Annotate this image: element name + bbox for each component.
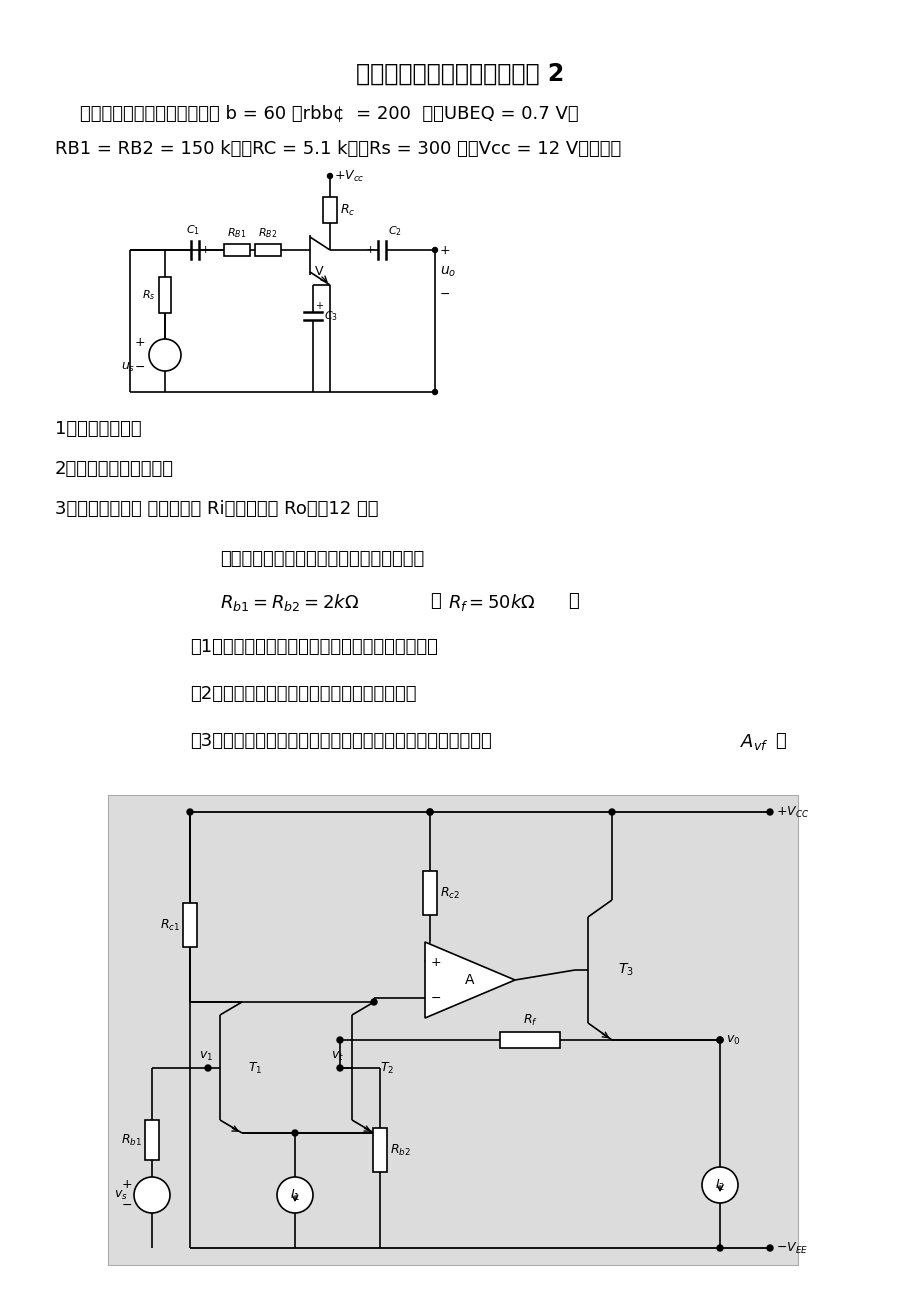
Text: （3）设电路满足深度负反馈条件，计算该电路的闭环电压增益: （3）设电路满足深度负反馈条件，计算该电路的闭环电压增益 <box>190 732 492 750</box>
Text: $R_c$: $R_c$ <box>340 202 355 217</box>
Bar <box>108 796 797 1266</box>
Text: 。: 。 <box>774 732 785 750</box>
Text: $-V_{EE}$: $-V_{EE}$ <box>775 1241 807 1255</box>
Circle shape <box>432 247 437 253</box>
Text: $I_2$: $I_2$ <box>714 1177 724 1193</box>
Circle shape <box>432 389 437 395</box>
Text: 。: 。 <box>567 592 578 611</box>
Text: $R_{b2}$: $R_{b2}$ <box>390 1142 411 1157</box>
Circle shape <box>370 999 377 1005</box>
Text: −: − <box>134 361 145 374</box>
Text: $T_3$: $T_3$ <box>618 962 633 978</box>
Circle shape <box>187 809 193 815</box>
Circle shape <box>716 1036 722 1043</box>
Text: +: + <box>365 245 375 255</box>
Text: $R_{B2}$: $R_{B2}$ <box>258 227 278 240</box>
Circle shape <box>608 809 614 815</box>
Circle shape <box>716 1036 722 1043</box>
Text: $T_1$: $T_1$ <box>248 1060 262 1075</box>
Text: $v_0$: $v_0$ <box>725 1034 740 1047</box>
Text: −: − <box>439 288 450 301</box>
Bar <box>183 904 197 947</box>
Text: $+V_{cc}$: $+V_{cc}$ <box>334 168 364 184</box>
Circle shape <box>336 1036 343 1043</box>
Circle shape <box>327 173 332 178</box>
Circle shape <box>766 1245 772 1251</box>
Text: （2）该电路引入了何种反馈（极性和组态）；: （2）该电路引入了何种反馈（极性和组态）； <box>190 685 416 703</box>
Text: $u_o$: $u_o$ <box>439 264 456 279</box>
Bar <box>499 1032 560 1048</box>
Text: $R_{b1} = R_{b2} = 2k\Omega$: $R_{b1} = R_{b2} = 2k\Omega$ <box>220 592 358 613</box>
Text: A: A <box>465 973 474 987</box>
Circle shape <box>426 809 433 815</box>
Circle shape <box>134 1177 170 1213</box>
Text: +: + <box>200 245 210 255</box>
Text: $u_s$: $u_s$ <box>120 361 135 374</box>
Text: $v_s$: $v_s$ <box>114 1189 128 1202</box>
Text: +: + <box>430 956 441 969</box>
Text: 东南大学电子技术基础模拟题 2: 东南大学电子技术基础模拟题 2 <box>356 62 563 86</box>
Bar <box>145 1120 159 1160</box>
Text: （1）试分析哪些电阿组成多级放大电路的反馈网络: （1）试分析哪些电阿组成多级放大电路的反馈网络 <box>190 638 437 656</box>
Text: $+V_{CC}$: $+V_{CC}$ <box>775 805 809 819</box>
Text: $R_f$: $R_f$ <box>522 1013 537 1029</box>
Polygon shape <box>425 943 515 1018</box>
Text: 3．电压放大倍数 及输入电阿 Ri、输出电阿 Ro。（12 分）: 3．电压放大倍数 及输入电阿 Ri、输出电阿 Ro。（12 分） <box>55 500 378 518</box>
Bar <box>372 1128 387 1172</box>
Text: $R_{c1}$: $R_{c1}$ <box>160 918 180 932</box>
Circle shape <box>336 1065 343 1072</box>
Text: $v_t$: $v_t$ <box>331 1049 345 1062</box>
Text: +: + <box>314 301 323 311</box>
Text: 2．画出微变等效电路；: 2．画出微变等效电路； <box>55 460 174 478</box>
Text: $R_{b1}$: $R_{b1}$ <box>121 1133 142 1147</box>
Text: ，: ， <box>429 592 440 611</box>
Circle shape <box>716 1245 722 1251</box>
Text: +: + <box>134 336 145 349</box>
Bar <box>423 871 437 915</box>
Bar <box>255 243 280 256</box>
Circle shape <box>291 1130 298 1137</box>
Text: $R_{c2}$: $R_{c2}$ <box>439 885 460 901</box>
Text: $C_2$: $C_2$ <box>388 224 402 238</box>
Text: $R_s$: $R_s$ <box>142 288 156 302</box>
Text: $v_1$: $v_1$ <box>199 1049 213 1062</box>
Circle shape <box>149 339 181 371</box>
Bar <box>159 277 171 312</box>
Text: $C_1$: $C_1$ <box>186 223 199 237</box>
Circle shape <box>205 1065 210 1072</box>
Text: −: − <box>430 992 441 1005</box>
Bar <box>223 243 250 256</box>
Circle shape <box>766 809 772 815</box>
Text: +: + <box>121 1178 131 1191</box>
Circle shape <box>701 1167 737 1203</box>
Text: $C_3$: $C_3$ <box>323 309 337 323</box>
Circle shape <box>277 1177 312 1213</box>
Text: +: + <box>439 243 450 256</box>
Text: $R_{B1}$: $R_{B1}$ <box>227 227 246 240</box>
Text: 如图所示电路是一个多级放大电路，其中，: 如图所示电路是一个多级放大电路，其中， <box>220 549 424 568</box>
Text: $I_1$: $I_1$ <box>289 1187 300 1203</box>
Bar <box>323 197 336 223</box>
Text: 一、已知图示电路中的三极管 b = 60 ，rbb¢  = 200  欧，UBEQ = 0.7 V，: 一、已知图示电路中的三极管 b = 60 ，rbb¢ = 200 欧，UBEQ … <box>80 105 578 122</box>
Text: RB1 = RB2 = 150 k欧，RC = 5.1 k欧，Rs = 300 欧，Vcc = 12 V。试求：: RB1 = RB2 = 150 k欧，RC = 5.1 k欧，Rs = 300 … <box>55 141 620 158</box>
Text: $R_f = 50k\Omega$: $R_f = 50k\Omega$ <box>448 592 535 613</box>
Text: $T_2$: $T_2$ <box>380 1060 394 1075</box>
Text: V: V <box>314 266 323 279</box>
Text: −: − <box>121 1199 131 1211</box>
Circle shape <box>426 809 433 815</box>
Text: ~: ~ <box>158 348 171 362</box>
Text: $A_{vf}$: $A_{vf}$ <box>739 732 768 753</box>
Text: 1．静态工作点；: 1．静态工作点； <box>55 421 142 437</box>
